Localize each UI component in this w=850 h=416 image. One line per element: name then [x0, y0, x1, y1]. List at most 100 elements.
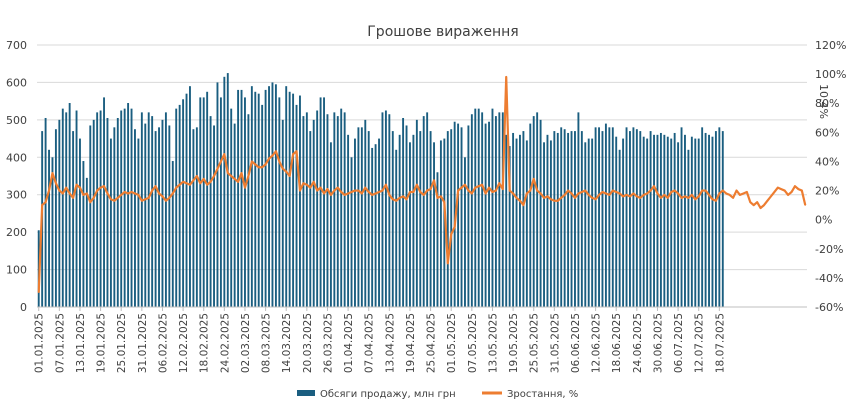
- bar[interactable]: [580, 131, 583, 307]
- bar[interactable]: [75, 110, 78, 308]
- bar[interactable]: [642, 136, 645, 307]
- bar[interactable]: [312, 119, 315, 307]
- bar[interactable]: [553, 131, 556, 307]
- bar[interactable]: [708, 134, 710, 307]
- bar[interactable]: [525, 140, 528, 307]
- bar[interactable]: [474, 108, 477, 307]
- bar[interactable]: [319, 97, 322, 308]
- bar[interactable]: [587, 138, 590, 307]
- bar[interactable]: [422, 116, 425, 307]
- bar[interactable]: [371, 147, 374, 307]
- bar[interactable]: [615, 136, 618, 307]
- bar[interactable]: [278, 97, 281, 308]
- bar[interactable]: [625, 127, 628, 307]
- bar[interactable]: [292, 93, 295, 307]
- bar[interactable]: [384, 110, 387, 308]
- bar[interactable]: [261, 104, 264, 307]
- bar[interactable]: [443, 138, 446, 307]
- bar[interactable]: [195, 127, 198, 307]
- bar[interactable]: [378, 138, 380, 307]
- bar[interactable]: [690, 136, 693, 307]
- bar[interactable]: [109, 138, 112, 307]
- bar[interactable]: [206, 91, 209, 307]
- bar[interactable]: [704, 132, 707, 307]
- bar[interactable]: [446, 131, 449, 307]
- bar[interactable]: [570, 131, 573, 307]
- bar[interactable]: [305, 112, 308, 308]
- bar[interactable]: [48, 149, 50, 307]
- bar[interactable]: [219, 97, 222, 308]
- bar[interactable]: [604, 123, 607, 307]
- bar[interactable]: [285, 86, 288, 307]
- bar[interactable]: [192, 129, 195, 307]
- bar[interactable]: [381, 112, 384, 308]
- bar[interactable]: [171, 161, 174, 307]
- bar[interactable]: [123, 108, 126, 307]
- bar[interactable]: [577, 112, 580, 308]
- bar[interactable]: [51, 157, 54, 307]
- bar[interactable]: [477, 108, 480, 307]
- bar[interactable]: [168, 125, 171, 307]
- bar[interactable]: [44, 117, 47, 308]
- bar[interactable]: [701, 127, 704, 307]
- bar[interactable]: [58, 119, 61, 307]
- bar[interactable]: [154, 131, 157, 307]
- bar[interactable]: [598, 127, 600, 307]
- bar[interactable]: [96, 112, 99, 308]
- bar[interactable]: [144, 123, 147, 307]
- bar[interactable]: [666, 136, 669, 307]
- bar[interactable]: [467, 125, 470, 307]
- bar[interactable]: [460, 127, 463, 307]
- bar[interactable]: [226, 73, 229, 307]
- bar[interactable]: [515, 138, 518, 307]
- bar[interactable]: [89, 125, 92, 307]
- bar[interactable]: [178, 104, 181, 307]
- bar[interactable]: [237, 89, 240, 307]
- bar[interactable]: [419, 131, 422, 307]
- bar[interactable]: [350, 157, 353, 307]
- bar[interactable]: [68, 103, 71, 307]
- bar[interactable]: [354, 138, 356, 307]
- growth-line[interactable]: [37, 75, 807, 293]
- bar[interactable]: [347, 134, 350, 307]
- bar[interactable]: [601, 131, 604, 307]
- bar[interactable]: [594, 127, 597, 307]
- bar[interactable]: [288, 91, 291, 307]
- bar[interactable]: [481, 112, 484, 308]
- bar[interactable]: [250, 86, 253, 307]
- bar[interactable]: [364, 119, 367, 307]
- bar[interactable]: [680, 127, 683, 307]
- bar[interactable]: [323, 97, 325, 308]
- bar[interactable]: [391, 131, 394, 307]
- bar[interactable]: [274, 84, 277, 307]
- bar[interactable]: [299, 95, 301, 307]
- bar[interactable]: [223, 76, 226, 307]
- bar[interactable]: [426, 112, 429, 308]
- bar[interactable]: [611, 127, 614, 307]
- bar[interactable]: [106, 117, 109, 308]
- bar[interactable]: [439, 140, 442, 307]
- bar[interactable]: [240, 89, 243, 307]
- bar[interactable]: [470, 114, 473, 308]
- bar[interactable]: [182, 99, 185, 308]
- bar[interactable]: [684, 134, 686, 307]
- bar[interactable]: [546, 134, 549, 307]
- bar[interactable]: [673, 132, 676, 307]
- bar[interactable]: [72, 131, 75, 307]
- bar[interactable]: [264, 89, 267, 307]
- bar[interactable]: [584, 142, 587, 307]
- bar[interactable]: [433, 142, 435, 307]
- legend[interactable]: Обсяги продажу, млн грн Зростання, %: [297, 389, 578, 400]
- bar[interactable]: [61, 108, 64, 307]
- bar[interactable]: [326, 114, 329, 308]
- bar[interactable]: [79, 138, 81, 307]
- bar[interactable]: [450, 129, 453, 307]
- bar[interactable]: [99, 110, 102, 308]
- bar[interactable]: [721, 131, 724, 307]
- bar[interactable]: [295, 104, 298, 307]
- bar[interactable]: [532, 116, 535, 307]
- bar[interactable]: [140, 112, 143, 308]
- bar[interactable]: [395, 149, 398, 307]
- bar[interactable]: [687, 149, 690, 307]
- bar[interactable]: [512, 132, 515, 307]
